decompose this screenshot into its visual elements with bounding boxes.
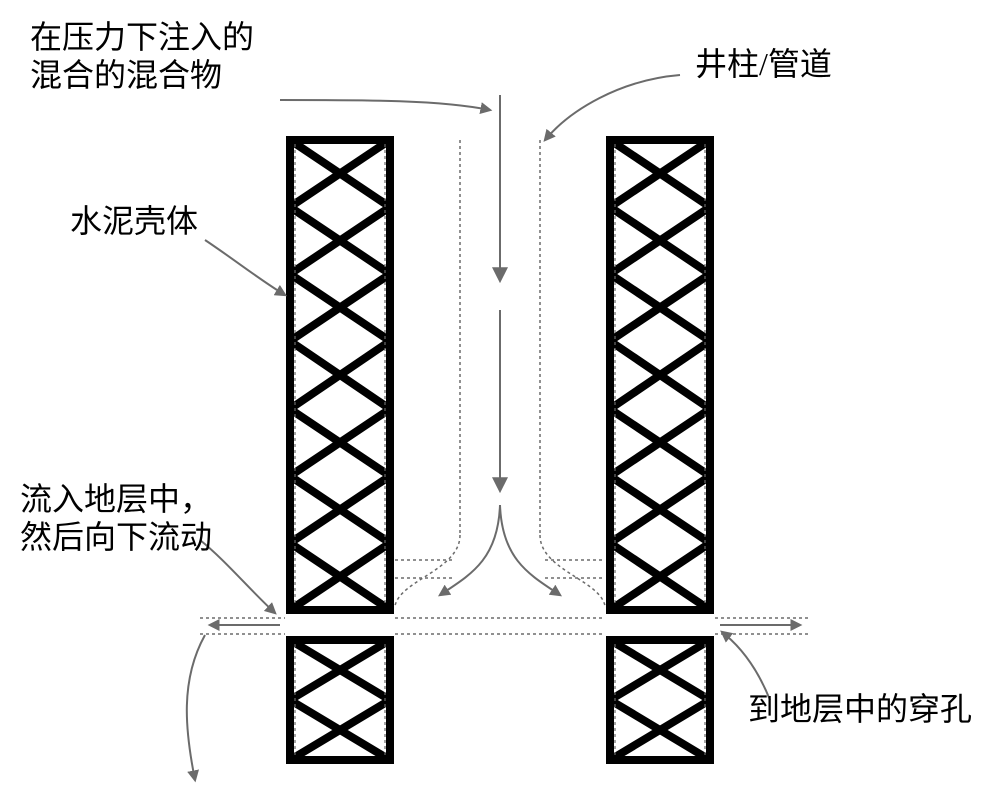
label-cement-line1: 水泥壳体 — [70, 203, 198, 239]
right-column — [610, 140, 710, 760]
diagram-stage: 在压力下注入的 混合的混合物 井柱/管道 水泥壳体 流入地层中， 然后向下流动 … — [0, 0, 1000, 802]
label-perforation-line1: 到地层中的穿孔 — [748, 691, 972, 727]
label-flow: 流入地层中， 然后向下流动 — [20, 480, 212, 557]
label-flow-line1: 流入地层中， — [20, 480, 212, 518]
label-mix: 在压力下注入的 混合的混合物 — [30, 18, 254, 95]
label-mix-line2: 混合的混合物 — [30, 56, 254, 94]
label-cement: 水泥壳体 — [70, 202, 198, 240]
label-perforation: 到地层中的穿孔 — [748, 690, 972, 728]
label-pipe: 井柱/管道 — [695, 45, 832, 83]
left-column — [290, 140, 390, 760]
label-flow-line2: 然后向下流动 — [20, 518, 212, 556]
label-mix-line1: 在压力下注入的 — [30, 18, 254, 56]
diagram-svg — [0, 0, 1000, 802]
label-pipe-line1: 井柱/管道 — [695, 46, 832, 82]
